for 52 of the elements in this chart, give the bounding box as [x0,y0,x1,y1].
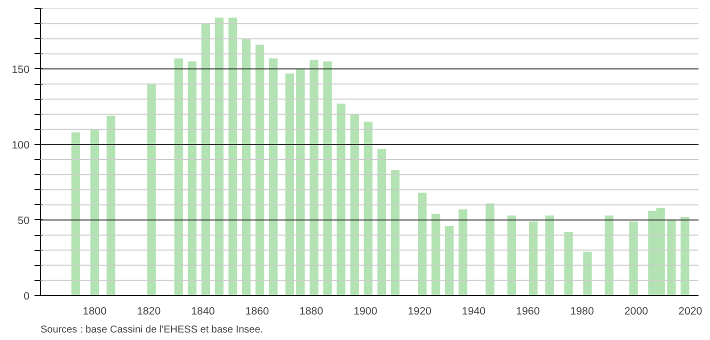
bar [629,221,638,296]
bar [564,232,573,296]
bar [445,226,454,296]
x-tick-label: 1880 [299,306,324,318]
x-tick-label: 1980 [570,306,594,318]
x-tick-label: 1940 [462,306,486,318]
bar [285,73,294,296]
bar [528,221,538,296]
x-tick-label: 2020 [678,306,702,318]
bar [106,116,116,296]
bar [377,148,386,296]
bar [350,114,359,296]
x-tick-label: 1900 [354,306,378,318]
bar [418,192,427,296]
bar [323,61,332,296]
bar [71,132,80,296]
x-tick-label: 1960 [516,306,540,318]
bar [604,215,614,296]
bar [390,170,400,296]
x-tick-label: 1800 [82,306,107,318]
y-tick-label: 150 [12,64,30,76]
bar [364,122,372,296]
bar [680,216,690,296]
bar [296,68,305,296]
x-tick-label: 2000 [624,306,648,318]
bar [256,44,264,296]
bar [242,38,251,296]
y-tick-label: 0 [24,290,30,302]
bar [310,60,318,296]
x-tick-label: 1860 [245,306,270,318]
bar [336,104,346,296]
bar [458,209,468,296]
bar [188,61,196,296]
bar [201,24,210,296]
bar [507,215,516,296]
bar [667,220,676,296]
x-tick-label: 1840 [191,306,215,318]
x-tick-label: 1920 [408,306,432,318]
bar [269,58,278,296]
y-tick-label: 50 [18,214,30,227]
bar [90,129,99,296]
bar [147,84,156,296]
bar [583,252,592,296]
bar [228,18,238,296]
x-tick-label: 1820 [136,306,161,318]
bar [214,18,224,296]
bar [432,214,440,296]
bar [486,203,494,296]
bar [545,215,554,296]
y-tick-label: 100 [12,139,30,152]
bar [174,58,183,296]
source-note: Sources : base Cassini de l'EHESS et base Insee. [40,324,264,336]
